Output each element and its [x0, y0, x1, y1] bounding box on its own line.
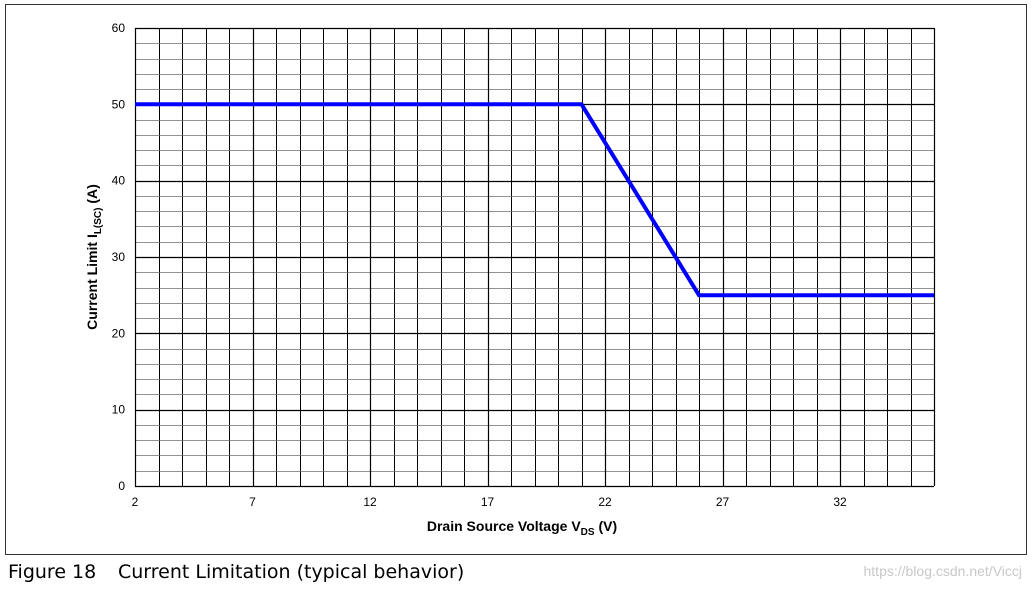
y-tick-label: 50 — [112, 97, 126, 111]
y-tick-label: 0 — [118, 479, 125, 493]
x-axis-title: Drain Source Voltage VDS (V) — [427, 518, 617, 538]
x-tick-label: 17 — [481, 495, 495, 509]
chart-frame — [5, 4, 1027, 555]
y-tick-labels: 0 10 20 30 40 50 60 — [112, 21, 126, 493]
x-tick-label: 2 — [132, 495, 139, 509]
x-tick-label: 27 — [716, 495, 730, 509]
y-axis-title: Current Limit IL(SC) (A) — [84, 184, 104, 330]
x-tick-labels: 2 7 12 17 22 27 32 — [132, 495, 847, 509]
y-tick-label: 30 — [112, 250, 126, 264]
watermark: https://blog.csdn.net/Viccj — [863, 563, 1023, 579]
series-layer — [135, 102, 934, 298]
series-line — [135, 102, 934, 298]
y-tick-label: 60 — [112, 21, 126, 35]
figure-title: Current Limitation (typical behavior) — [118, 561, 465, 583]
grid-major — [134, 27, 936, 488]
y-tick-label: 40 — [112, 174, 126, 188]
x-tick-label: 32 — [833, 495, 847, 509]
y-tick-label: 10 — [112, 403, 126, 417]
figure-number: Figure 18 — [8, 561, 97, 583]
figure-caption: Figure 18 Current Limitation (typical beh… — [8, 561, 464, 583]
y-tick-label: 20 — [112, 326, 126, 340]
x-tick-label: 22 — [598, 495, 612, 509]
x-tick-label: 7 — [249, 495, 256, 509]
x-tick-label: 12 — [363, 495, 377, 509]
